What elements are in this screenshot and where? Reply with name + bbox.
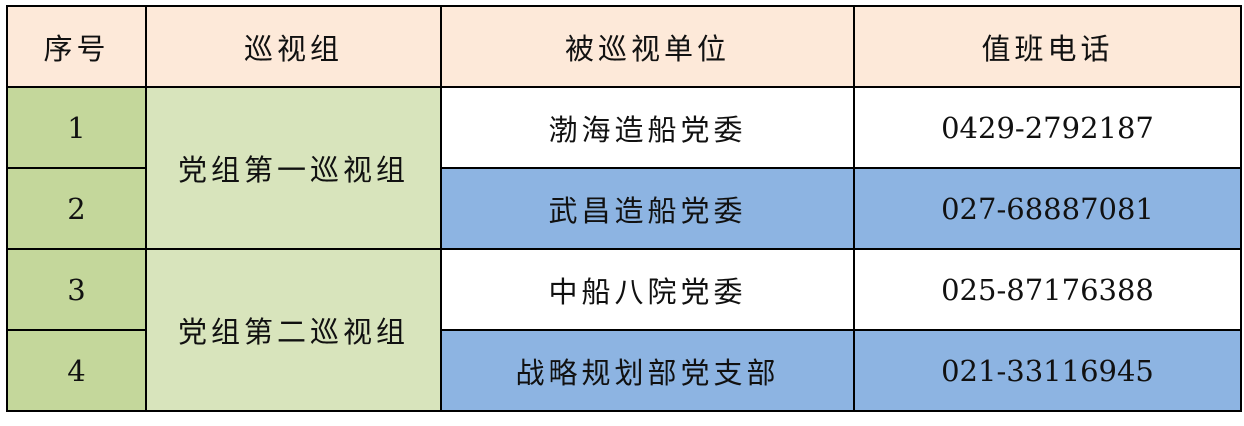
row-index: 2 (6, 167, 147, 250)
phone-cell: 025-87176388 (853, 248, 1242, 331)
row-index: 4 (6, 329, 147, 412)
inspection-table: 序号 巡视组 被巡视单位 值班电话 1 党组第一巡视组 渤海造船党委 0429-… (6, 5, 1242, 412)
phone-cell: 027-68887081 (853, 167, 1242, 250)
group-cell: 党组第一巡视组 (145, 86, 442, 250)
table-row: 2 武昌造船党委 027-68887081 (6, 167, 1242, 250)
table-row: 3 党组第二巡视组 中船八院党委 025-87176388 (6, 248, 1242, 412)
unit-cell: 武昌造船党委 (440, 167, 855, 250)
header-phone: 值班电话 (853, 5, 1242, 88)
unit-cell: 渤海造船党委 (440, 86, 855, 169)
unit-cell: 中船八院党委 (440, 248, 855, 331)
group-cell: 党组第二巡视组 (145, 248, 442, 412)
unit-cell: 战略规划部党支部 (440, 329, 855, 412)
row-index: 3 (6, 248, 147, 331)
header-unit: 被巡视单位 (440, 5, 855, 88)
header-row: 序号 巡视组 被巡视单位 值班电话 (6, 5, 1242, 88)
phone-cell: 021-33116945 (853, 329, 1242, 412)
header-index: 序号 (6, 5, 147, 88)
header-group: 巡视组 (145, 5, 442, 88)
row-index: 1 (6, 86, 147, 169)
table-row: 1 党组第一巡视组 渤海造船党委 0429-2792187 (6, 86, 1242, 250)
phone-cell: 0429-2792187 (853, 86, 1242, 169)
table-row: 4 战略规划部党支部 021-33116945 (6, 329, 1242, 412)
